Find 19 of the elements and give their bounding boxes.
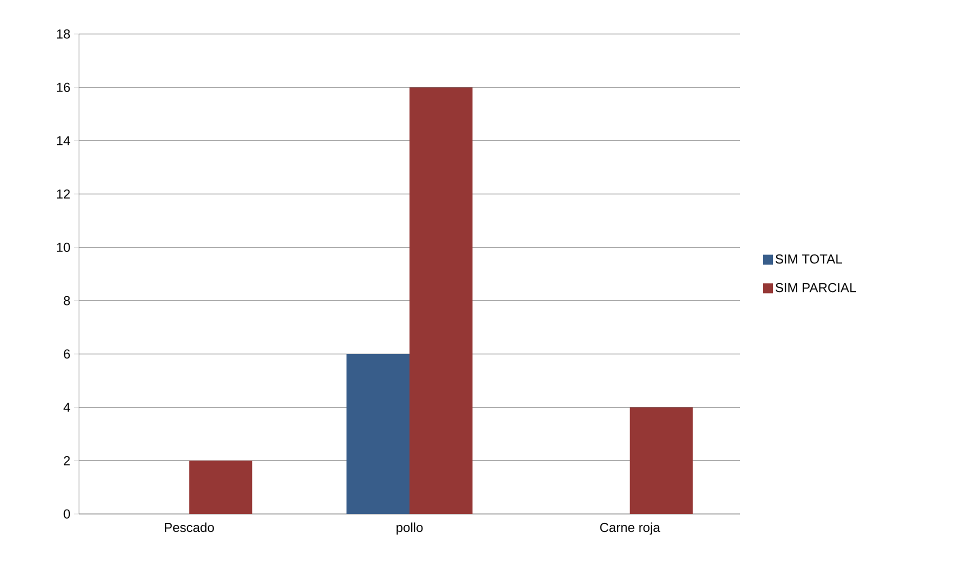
x-tick-label: Pescado [164, 522, 214, 532]
y-tick-label: 18 [57, 29, 70, 39]
y-tick-label: 6 [64, 349, 70, 359]
legend-label: SIM TOTAL [776, 254, 842, 264]
bar [410, 87, 472, 514]
bar [630, 407, 693, 514]
y-tick-label: 0 [64, 509, 70, 519]
bar [346, 354, 410, 514]
y-tick-label: 4 [64, 402, 70, 412]
y-tick-label: 8 [64, 296, 70, 306]
x-tick-label: Carne roja [600, 522, 660, 535]
bar [189, 460, 252, 514]
legend-label: SIM PARCIAL [776, 282, 856, 292]
x-tick-label: pollo [396, 522, 423, 535]
y-tick-label: 10 [57, 242, 70, 252]
y-tick-label: 12 [57, 189, 70, 199]
y-tick-label: 14 [57, 136, 70, 146]
y-tick-label: 16 [57, 82, 70, 92]
y-tick-label: 2 [64, 456, 70, 466]
